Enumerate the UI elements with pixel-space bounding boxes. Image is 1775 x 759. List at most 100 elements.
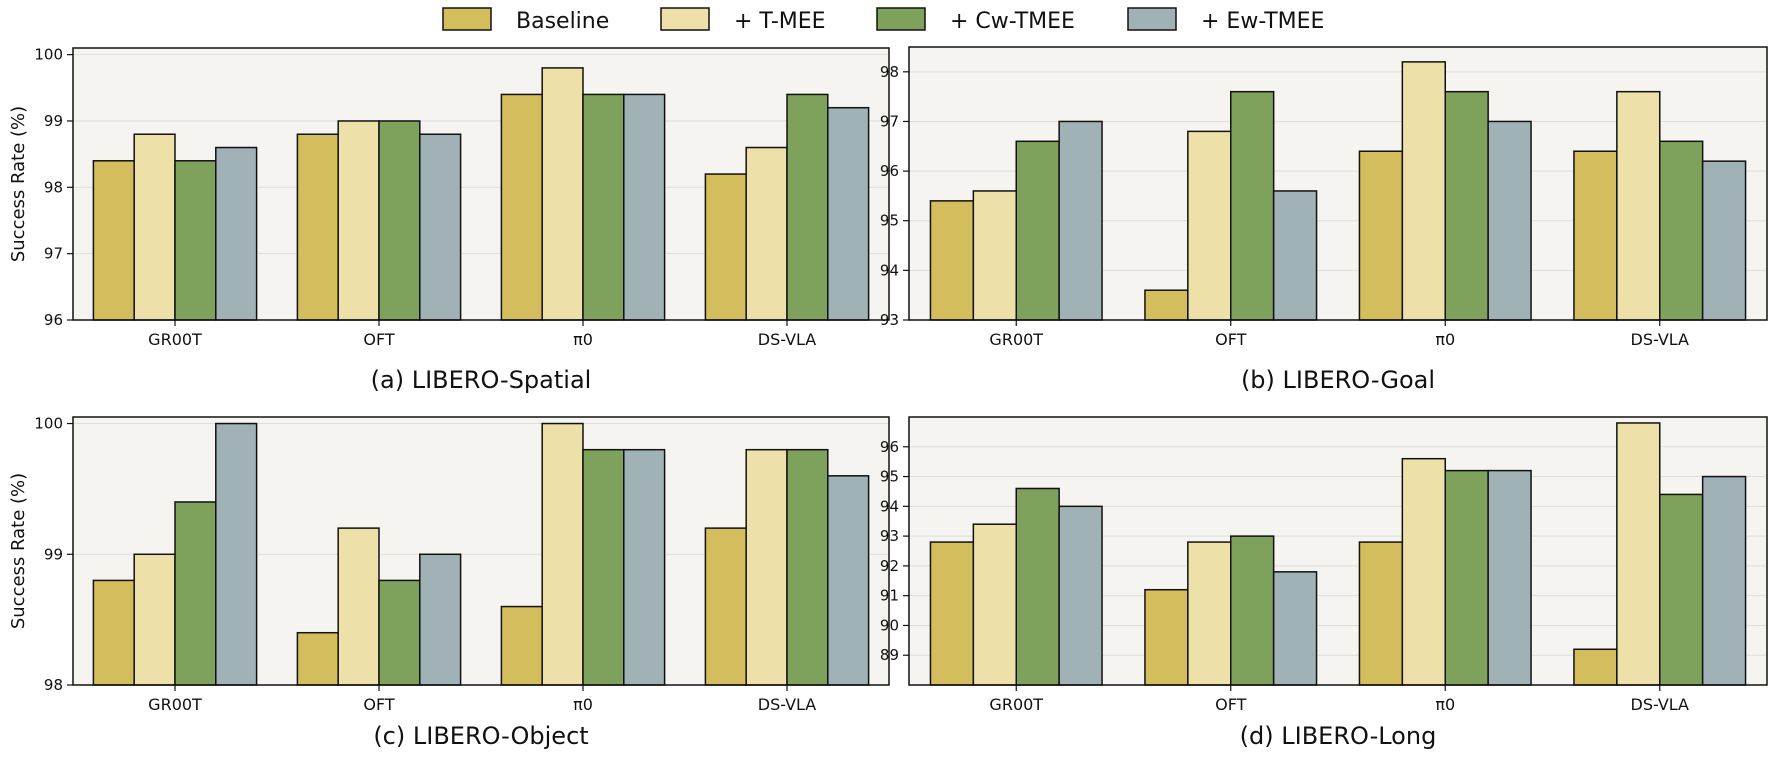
x-tick-label-gr00t: GR00T [989,330,1043,349]
bar-oft-t-mee [1187,541,1232,686]
bar-ds-vla-ew-tmee [1701,475,1747,686]
bar-ds-vla-t-mee [1616,90,1661,321]
plot-frame [908,46,1768,321]
y-tick-label: 93 [880,311,899,329]
bar-oft-cw-tmee [1230,90,1275,321]
y-tick-label: 100 [34,46,63,64]
plot-frame [908,416,1768,686]
y-tick-label: 96 [44,311,63,329]
bar-oft-cw-tmee [378,120,421,321]
bar-gr00t-t-mee [972,523,1017,686]
y-tick-label: 97 [880,112,899,130]
y-tick-label: 96 [880,162,899,180]
y-tick-label: 98 [880,63,899,81]
bar-pi0-cw-tmee [1444,90,1489,321]
y-axis-label: Success Rate (%) [8,106,29,262]
panel-caption: (b) LIBERO-Goal [1241,366,1435,394]
x-tick-label-ds-vla: DS-VLA [758,330,817,349]
panel-caption: (a) LIBERO-Spatial [371,366,592,394]
legend-label-cw-tmee: + Cw-TMEE [950,9,1075,34]
bar-gr00t-baseline [92,579,135,686]
bar-oft-ew-tmee [419,553,462,686]
y-tick-label: 94 [880,261,899,279]
panel-caption: (c) LIBERO-Object [373,722,588,750]
x-tick-label-pi0: π0 [1435,695,1455,714]
bar-ds-vla-cw-tmee [1659,493,1704,686]
y-tick-label: 89 [880,646,899,664]
bar-ds-vla-ew-tmee [827,106,870,321]
bar-pi0-cw-tmee [582,93,625,321]
x-tick-label-oft: OFT [363,330,395,349]
y-tick-label: 97 [44,245,63,263]
bar-gr00t-ew-tmee [215,422,258,686]
bar-oft-t-mee [337,527,380,686]
bar-ds-vla-ew-tmee [1701,160,1747,321]
bar-oft-baseline [296,631,339,686]
bar-ds-vla-baseline [704,527,747,686]
bar-pi0-cw-tmee [582,448,625,686]
bar-pi0-baseline [1358,541,1404,686]
legend-swatch-baseline [442,7,492,31]
y-tick-label: 98 [44,178,63,196]
bar-pi0-t-mee [541,67,584,321]
y-tick-label: 95 [880,468,899,486]
x-tick-label-gr00t: GR00T [989,695,1043,714]
plot-frame [72,47,890,321]
bar-pi0-baseline [1358,150,1404,321]
y-tick-label: 95 [880,212,899,230]
chart-panel-4: 89 90 91 92 93 94 95 96 GR00T OFT π0 DS-VLA (d) LIBE… [880,416,1768,750]
legend-label-ew-tmee: + Ew-TMEE [1201,9,1324,34]
panel-caption: (d) LIBERO-Long [1240,722,1437,750]
x-tick-label-oft: OFT [363,695,395,714]
legend: Baseline + T-MEE + Cw-TMEE + Ew-TMEE [442,7,1324,34]
bar-oft-baseline [1144,588,1189,686]
bar-gr00t-cw-tmee [174,501,217,686]
legend-swatch-t-mee [660,7,710,31]
y-tick-label: 96 [880,438,899,456]
x-tick-label-oft: OFT [1215,330,1247,349]
bar-pi0-ew-tmee [623,448,666,686]
y-tick-label: 90 [880,616,899,634]
bar-oft-cw-tmee [378,579,421,686]
bar-gr00t-ew-tmee [1058,505,1103,686]
y-axis-label: Success Rate (%) [8,473,29,629]
x-tick-label-gr00t: GR00T [148,330,202,349]
bar-pi0-ew-tmee [1487,120,1532,321]
bar-oft-baseline [296,133,339,321]
x-tick-label-ds-vla: DS-VLA [758,695,817,714]
x-tick-label-ds-vla: DS-VLA [1631,695,1690,714]
legend-swatch-ew-tmee [1127,7,1177,31]
bar-oft-ew-tmee [419,133,462,321]
bar-ds-vla-cw-tmee [786,448,829,686]
bar-gr00t-ew-tmee [215,146,258,321]
bar-pi0-t-mee [1401,61,1446,321]
bar-ds-vla-ew-tmee [827,475,870,686]
bar-ds-vla-baseline [704,173,747,321]
bar-gr00t-cw-tmee [1015,487,1060,686]
bar-ds-vla-baseline [1573,150,1618,321]
bar-pi0-ew-tmee [1487,469,1532,686]
bar-oft-t-mee [337,120,380,321]
bar-pi0-baseline [500,93,543,321]
bar-ds-vla-cw-tmee [1659,140,1704,321]
bar-gr00t-t-mee [133,553,176,686]
chart-panel-1: 96 97 98 99 100 GR00T OFT π0 DS-VLA Success Rate … [8,46,890,394]
y-tick-label: 100 [34,415,63,433]
bar-gr00t-ew-tmee [1058,120,1103,321]
bar-ds-vla-baseline [1573,648,1618,686]
x-tick-label-pi0: π0 [1435,330,1455,349]
bar-oft-baseline [1144,289,1189,321]
chart-panel-2: 93 94 95 96 97 98 GR00T OFT π0 DS-VLA (b) LIBERO-G… [880,46,1768,394]
bar-oft-cw-tmee [1230,535,1275,686]
bar-pi0-t-mee [541,422,584,686]
x-tick-label-ds-vla: DS-VLA [1631,330,1690,349]
x-tick-label-gr00t: GR00T [148,695,202,714]
x-tick-label-pi0: π0 [573,330,593,349]
y-tick-label: 91 [880,587,899,605]
bar-gr00t-baseline [929,541,975,686]
bar-gr00t-baseline [929,200,975,321]
plot-frame [72,416,890,686]
bar-pi0-ew-tmee [623,93,666,321]
bar-gr00t-t-mee [972,190,1017,321]
